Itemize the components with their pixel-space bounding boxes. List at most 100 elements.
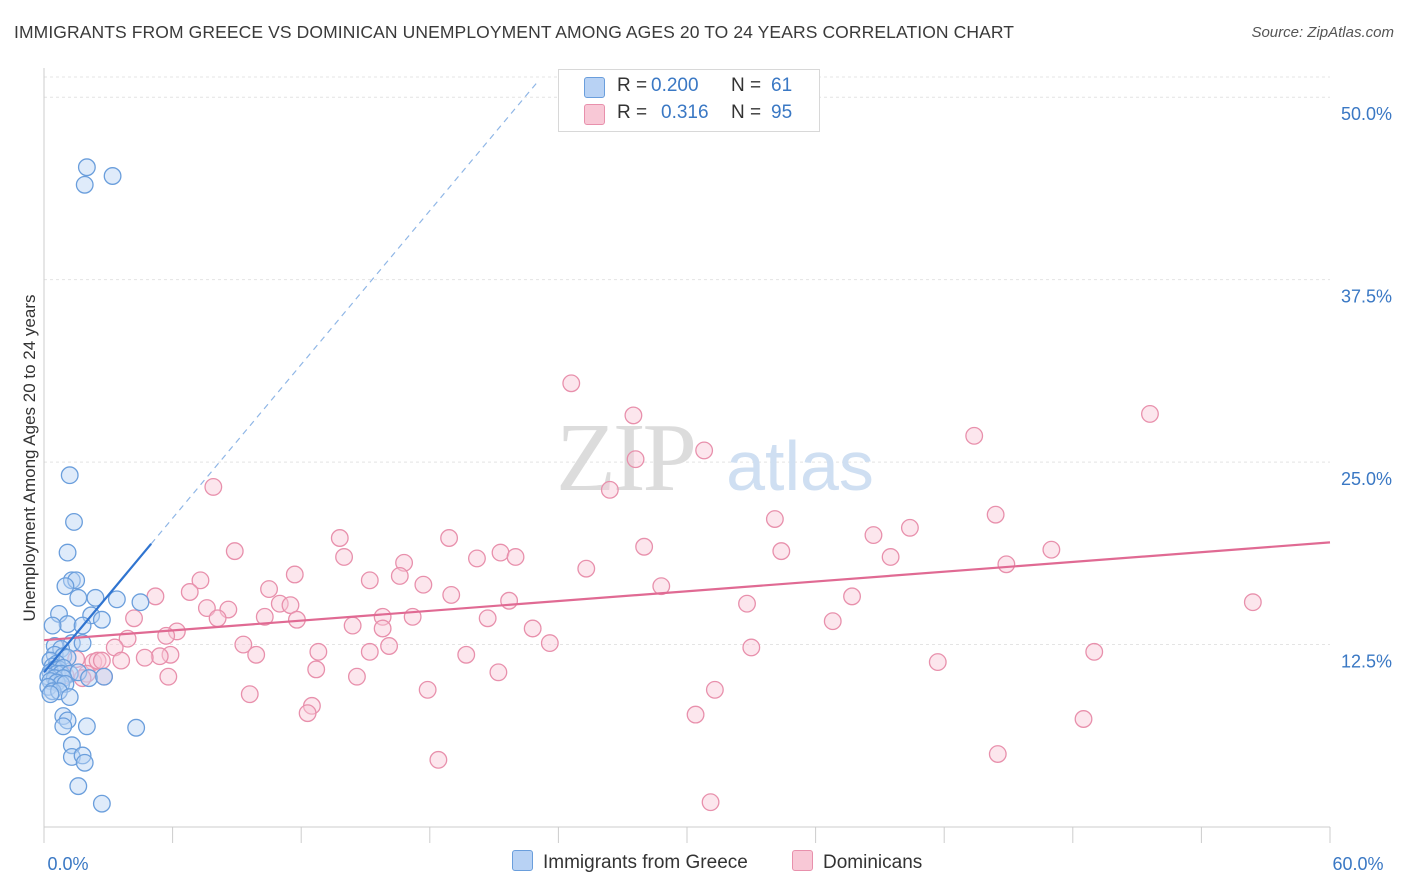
point-dominicans [705,680,724,699]
point-dominicans [1085,642,1104,661]
point-dominicans [1042,540,1061,559]
point-greece [107,590,126,609]
point-greece [69,777,88,796]
point-dominicans [500,591,519,610]
y-tick-label: 25.0% [1341,469,1392,489]
point-dominicans [247,645,266,664]
legend-swatch-greece [584,77,605,98]
point-dominicans [965,426,984,445]
point-greece [69,588,88,607]
point-greece [86,588,105,607]
point-dominicans [457,645,476,664]
point-greece [95,667,113,686]
axes [43,68,1331,843]
point-dominicans [900,518,919,537]
point-dominicans [112,651,131,670]
point-dominicans [347,667,366,686]
point-greece [43,616,62,635]
point-dominicans [701,793,720,812]
bottom-legend-label-dominicans: Dominicans [823,852,923,873]
point-greece [56,577,75,596]
trend-line-dominicans [43,541,1331,642]
point-dominicans [330,529,349,547]
point-dominicans [298,704,317,723]
point-dominicans [997,555,1016,574]
point-greece [60,688,79,707]
source-label: Source: ZipAtlas.com [1251,24,1394,41]
legend-r-value-dominicans: 0.316 [661,102,709,123]
point-dominicans [686,705,705,724]
point-greece [60,466,79,485]
point-greece [41,685,60,704]
point-dominicans [395,553,414,572]
point-dominicans [489,663,508,682]
point-dominicans [738,594,756,613]
legend-n-label: N = [731,102,762,123]
point-greece [73,746,92,765]
point-greece [103,167,122,185]
point-dominicans [208,609,227,628]
bottom-legend-dominicans[interactable]: Dominicans [792,850,922,874]
point-greece [58,543,77,562]
watermark-zip: ZIP [556,404,694,512]
point-dominicans [635,537,654,556]
point-dominicans [843,587,861,606]
legend-r-label: R = [617,102,648,123]
data-points [39,158,1262,813]
point-dominicans [1243,593,1262,612]
bottom-legend-label-greece: Immigrants from Greece [543,852,748,873]
point-dominicans [204,477,223,496]
point-dominicans [742,638,761,657]
chart-title: IMMIGRANTS FROM GREECE VS DOMINICAN UNEM… [14,22,1015,42]
point-dominicans [92,651,111,670]
point-dominicans [823,612,842,631]
point-dominicans [260,580,279,599]
point-dominicans [429,750,448,769]
point-greece [67,571,86,590]
point-dominicans [150,647,169,666]
point-dominicans [285,565,304,584]
point-greece [131,593,150,612]
point-dominicans [309,642,328,661]
point-dominicans [928,653,947,672]
point-dominicans [652,577,671,596]
point-greece [65,512,83,531]
point-dominicans [765,510,784,528]
point-dominicans [864,526,883,545]
point-greece [92,610,111,629]
legend-n-value-greece: 61 [771,75,793,96]
point-greece [77,158,96,177]
point-greece [58,615,77,634]
point-dominicans [695,441,714,460]
point-dominicans [191,571,210,590]
point-greece [80,669,98,688]
point-dominicans [335,548,354,566]
trend-line-greece [43,543,153,673]
point-greece [54,717,73,736]
point-dominicans [1074,710,1093,728]
tick-labels: 12.5% 25.0% 37.5% 50.0% 0.0% 60.0% [47,104,1392,874]
legend-n-label: N = [731,75,762,96]
point-dominicans [988,745,1007,763]
point-dominicans [225,542,244,561]
point-dominicans [624,406,643,425]
legend-r-label: R = [617,75,648,96]
point-greece [75,175,94,194]
trend-lines [43,82,1331,673]
bottom-legend-greece[interactable]: Immigrants from Greece [512,850,748,874]
point-dominicans [506,548,525,566]
point-greece [77,717,96,736]
watermark: ZIP atlas [556,404,874,512]
point-dominicans [281,596,300,615]
legend-swatch-dominicans [584,104,605,125]
point-dominicans [418,680,437,699]
point-greece [73,634,92,653]
correlation-legend: R = 0.200 N = 61 R = 0.316 N = 95 [558,69,820,132]
point-dominicans [1141,404,1159,423]
point-dominicans [491,543,510,562]
point-dominicans [577,559,596,578]
point-dominicans [125,609,143,628]
point-greece [75,753,94,772]
point-dominicans [135,648,154,667]
